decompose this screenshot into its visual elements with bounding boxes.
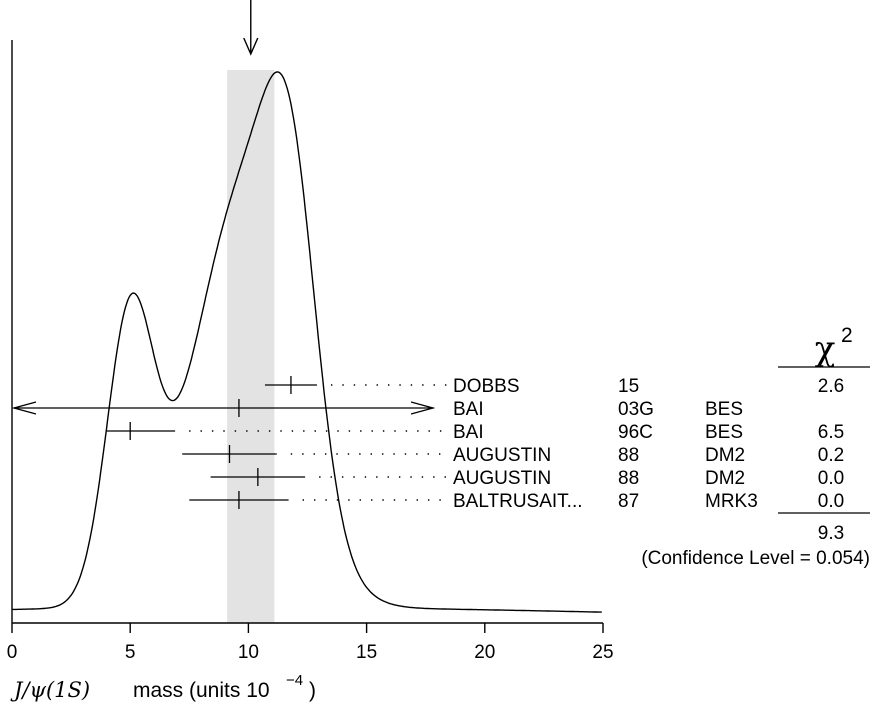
measurement-row: BAI 03G BES: [14, 399, 743, 420]
measurement-year: 88: [618, 468, 639, 489]
x-axis-title-close: ): [309, 679, 316, 702]
measurement-experiment: DM2: [705, 468, 745, 489]
chi2-value: 6.5: [818, 422, 844, 443]
chi2-column: χ 22.66.50.20.00.09.3(Confidence Level = …: [641, 324, 870, 569]
measurement-experiment: MRK3: [705, 491, 758, 512]
measurement-author: DOBBS: [453, 376, 520, 397]
chi2-header-exponent: 2: [841, 324, 853, 347]
x-axis-title-symbol: J/ψ(1S): [10, 678, 90, 702]
chi2-value: 0.0: [818, 491, 844, 512]
x-tick-label: 15: [356, 642, 377, 663]
x-tick-label: 5: [125, 642, 136, 663]
x-tick-label: 10: [238, 642, 259, 663]
measurement-author: BAI: [453, 422, 484, 443]
measurement-author: BALTRUSAIT...: [453, 491, 583, 512]
measurement-year: 88: [618, 445, 639, 466]
measurement-row: AUGUSTIN 88 DM2: [211, 468, 746, 489]
measurement-experiment: DM2: [705, 445, 745, 466]
chi2-value: 0.2: [818, 445, 844, 466]
measurement-row: BAI 96C BES: [107, 422, 743, 443]
measurement-row: DOBBS 15: [265, 376, 639, 397]
x-axis-title-text: mass (units 10: [133, 679, 270, 702]
x-tick-label: 25: [592, 642, 613, 663]
confidence-level: (Confidence Level = 0.054): [641, 548, 870, 569]
measurement-experiment: BES: [705, 422, 743, 443]
average-band: [227, 70, 274, 623]
x-axis-title: J/ψ(1S) mass (units 10 −4): [10, 672, 316, 702]
chi2-value: 0.0: [818, 468, 844, 489]
x-axis-ticks: 0 5 10 15 20 25: [7, 623, 614, 663]
measurement-year: 15: [618, 376, 639, 397]
ideogram-curve: [12, 72, 602, 612]
chi2-total: 9.3: [818, 523, 844, 544]
measurement-year: 87: [618, 491, 639, 512]
measurement-year: 03G: [618, 399, 654, 420]
x-axis-title-exponent: −4: [286, 672, 303, 689]
measurement-row: BALTRUSAIT... 87 MRK3: [189, 491, 757, 512]
measurement-year: 96C: [618, 422, 653, 443]
measurement-author: BAI: [453, 399, 484, 420]
measurement-author: AUGUSTIN: [453, 445, 551, 466]
x-tick-label: 20: [474, 642, 495, 663]
measurement-author: AUGUSTIN: [453, 468, 551, 489]
measurement-experiment: BES: [705, 399, 743, 420]
chi2-header: χ: [815, 329, 836, 369]
average-arrow: [244, 0, 258, 54]
x-tick-label: 0: [7, 642, 18, 663]
chi2-value: 2.6: [818, 376, 844, 397]
